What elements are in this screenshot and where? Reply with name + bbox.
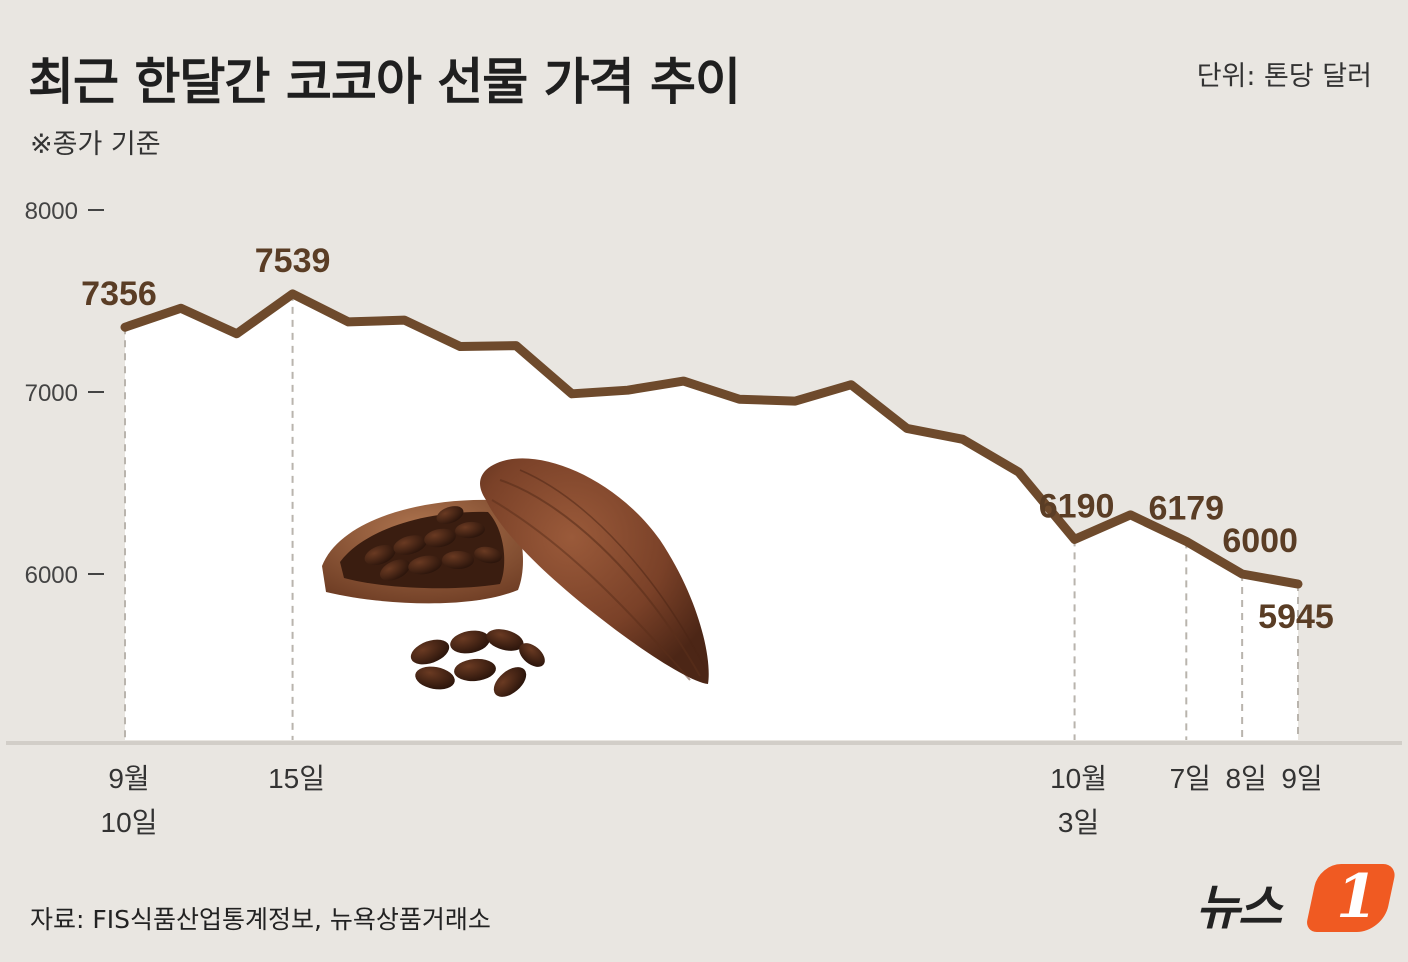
data-label: 5945	[1258, 598, 1334, 636]
y-axis: 8000 7000 6000	[25, 198, 104, 589]
x-tick-label: 10일	[101, 807, 158, 838]
data-label: 7356	[81, 275, 157, 313]
logo-text: 뉴스	[1196, 880, 1282, 936]
x-tick-label: 15일	[268, 763, 325, 794]
x-tick-label: 9월	[108, 763, 149, 794]
news1-logo: 뉴스 1	[1196, 858, 1398, 938]
x-axis: 9월 10일 15일 10월 3일 7일 8일 9일	[101, 763, 1323, 838]
chart-title: 최근 한달간 코코아 선물 가격 추이	[28, 53, 741, 111]
data-label: 7539	[255, 242, 331, 280]
series-line	[120, 289, 1303, 589]
price-line	[120, 289, 1303, 589]
cocoa-pod-image	[322, 458, 709, 697]
y-tick-label: 7000	[25, 380, 78, 407]
source-note: 자료: FIS식품산업통계정보, 뉴욕상품거래소	[30, 905, 491, 934]
x-tick-label: 9일	[1281, 763, 1322, 794]
logo-mark: 1	[1336, 862, 1378, 932]
y-tick-label: 8000	[25, 198, 78, 225]
data-label: 6000	[1222, 522, 1298, 560]
plot-area	[125, 293, 1298, 740]
x-tick-label: 7일	[1170, 763, 1211, 794]
data-label: 6179	[1148, 489, 1224, 527]
x-tick-label: 10월	[1050, 763, 1107, 794]
unit-label: 단위: 톤당 달러	[1196, 61, 1372, 92]
data-label: 6190	[1039, 487, 1115, 525]
plot-area-fill	[125, 293, 1298, 740]
x-tick-label: 8일	[1225, 763, 1266, 794]
guide-lines	[124, 293, 1299, 740]
x-tick-label: 3일	[1058, 807, 1099, 838]
y-tick-label: 6000	[25, 562, 78, 589]
chart-subtitle: ※종가 기준	[30, 129, 161, 160]
